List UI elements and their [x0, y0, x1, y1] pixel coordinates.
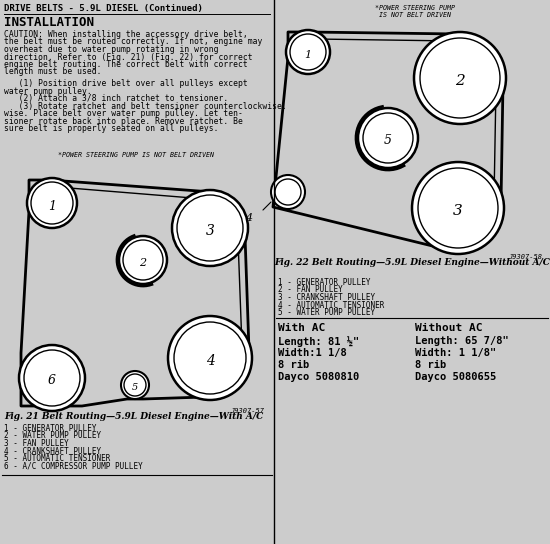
Text: 1 - GENERATOR PULLEY: 1 - GENERATOR PULLEY — [278, 278, 371, 287]
Circle shape — [363, 113, 413, 163]
Text: *POWER STEERING PUMP
IS NOT BELT DRIVEN: *POWER STEERING PUMP IS NOT BELT DRIVEN — [375, 5, 455, 18]
Text: 3 - CRANKSHAFT PULLEY: 3 - CRANKSHAFT PULLEY — [278, 293, 375, 302]
Text: 5 - WATER PUMP PULLEY: 5 - WATER PUMP PULLEY — [278, 308, 375, 317]
Text: 6: 6 — [48, 374, 56, 387]
Text: wise. Place belt over water pump pulley. Let ten-: wise. Place belt over water pump pulley.… — [4, 109, 243, 118]
Bar — [0, 0, 274, 544]
Circle shape — [27, 178, 77, 228]
Text: sioner rotate back into place. Remove ratchet. Be: sioner rotate back into place. Remove ra… — [4, 116, 243, 126]
Text: 6 - A/C COMPRESSOR PUMP PULLEY: 6 - A/C COMPRESSOR PUMP PULLEY — [4, 461, 143, 471]
Text: With AC: With AC — [278, 323, 325, 333]
Circle shape — [24, 350, 80, 406]
Text: 4 - AUTOMATIC TENSIONER: 4 - AUTOMATIC TENSIONER — [278, 300, 384, 310]
Text: Width:1 1/8: Width:1 1/8 — [278, 348, 346, 358]
Circle shape — [275, 179, 301, 205]
Text: 5 - AUTOMATIC TENSIONER: 5 - AUTOMATIC TENSIONER — [4, 454, 111, 463]
Text: 8 rib: 8 rib — [415, 360, 446, 370]
Text: 5: 5 — [132, 382, 138, 392]
Circle shape — [31, 182, 73, 224]
Text: (1) Position drive belt over all pulleys except: (1) Position drive belt over all pulleys… — [4, 79, 248, 88]
Text: Length: 81 ½": Length: 81 ½" — [278, 336, 359, 347]
Text: Fig. 22 Belt Routing—5.9L Diesel Engine—Without A/C: Fig. 22 Belt Routing—5.9L Diesel Engine—… — [274, 258, 550, 267]
Text: the belt must be routed correctly. If not, engine may: the belt must be routed correctly. If no… — [4, 38, 262, 46]
Text: Dayco 5080810: Dayco 5080810 — [278, 372, 359, 382]
Text: (2) Attach a 3/8 inch ratchet to tensioner.: (2) Attach a 3/8 inch ratchet to tension… — [4, 94, 228, 103]
Circle shape — [418, 168, 498, 248]
Text: 2 - FAN PULLEY: 2 - FAN PULLEY — [278, 286, 343, 294]
Text: 3: 3 — [206, 224, 214, 238]
Circle shape — [290, 34, 326, 70]
Circle shape — [119, 236, 167, 284]
Text: 2: 2 — [455, 74, 465, 88]
Text: 2 - WATER PUMP PULLEY: 2 - WATER PUMP PULLEY — [4, 431, 101, 441]
Text: J9307-58: J9307-58 — [508, 254, 542, 260]
Text: 3 - FAN PULLEY: 3 - FAN PULLEY — [4, 439, 69, 448]
Circle shape — [123, 240, 163, 280]
Circle shape — [286, 30, 330, 74]
Text: 3: 3 — [453, 204, 463, 218]
Text: length must be used.: length must be used. — [4, 67, 102, 77]
Text: overheat due to water pump rotating in wrong: overheat due to water pump rotating in w… — [4, 45, 218, 54]
Circle shape — [177, 195, 243, 261]
Text: Width: 1 1/8": Width: 1 1/8" — [415, 348, 496, 358]
Text: J9307-57: J9307-57 — [230, 408, 264, 414]
Text: 4: 4 — [245, 213, 252, 223]
Text: 1: 1 — [305, 50, 311, 60]
Text: 2: 2 — [140, 258, 146, 268]
Circle shape — [168, 316, 252, 400]
Text: engine belt routing. The correct belt with correct: engine belt routing. The correct belt wi… — [4, 60, 248, 69]
Text: 8 rib: 8 rib — [278, 360, 309, 370]
Circle shape — [121, 371, 149, 399]
Text: 5: 5 — [384, 134, 392, 147]
Text: Dayco 5080655: Dayco 5080655 — [415, 372, 496, 382]
Circle shape — [420, 38, 500, 118]
Text: 1 - GENERATOR PULLEY: 1 - GENERATOR PULLEY — [4, 424, 96, 433]
Bar — [274, 0, 550, 544]
Text: (3) Rotate ratchet and belt tensioner counterclockwise.: (3) Rotate ratchet and belt tensioner co… — [4, 102, 287, 110]
Text: 4 - CRANKSHAFT PULLEY: 4 - CRANKSHAFT PULLEY — [4, 447, 101, 455]
Text: 1: 1 — [48, 201, 56, 213]
Circle shape — [172, 190, 248, 266]
Text: *POWER STEERING PUMP IS NOT BELT DRIVEN: *POWER STEERING PUMP IS NOT BELT DRIVEN — [58, 152, 214, 158]
Circle shape — [19, 345, 85, 411]
Text: 4: 4 — [206, 354, 214, 368]
Circle shape — [358, 108, 418, 168]
Text: sure belt is properly seated on all pulleys.: sure belt is properly seated on all pull… — [4, 124, 218, 133]
Text: water pump pulley.: water pump pulley. — [4, 86, 92, 96]
Text: Without AC: Without AC — [415, 323, 482, 333]
Circle shape — [271, 175, 305, 209]
Text: INSTALLATION: INSTALLATION — [4, 16, 94, 29]
Text: Fig. 21 Belt Routing—5.9L Diesel Engine—With A/C: Fig. 21 Belt Routing—5.9L Diesel Engine—… — [4, 412, 263, 421]
Circle shape — [414, 32, 506, 124]
Circle shape — [174, 322, 246, 394]
Text: direction. Refer to (Fig. 21) (Fig. 22) for correct: direction. Refer to (Fig. 21) (Fig. 22) … — [4, 53, 252, 61]
Circle shape — [124, 374, 146, 396]
Text: DRIVE BELTS - 5.9L DIESEL (Continued): DRIVE BELTS - 5.9L DIESEL (Continued) — [4, 4, 203, 13]
Circle shape — [412, 162, 504, 254]
Text: CAUTION: When installing the accessory drive belt,: CAUTION: When installing the accessory d… — [4, 30, 248, 39]
Text: Length: 65 7/8": Length: 65 7/8" — [415, 336, 509, 346]
